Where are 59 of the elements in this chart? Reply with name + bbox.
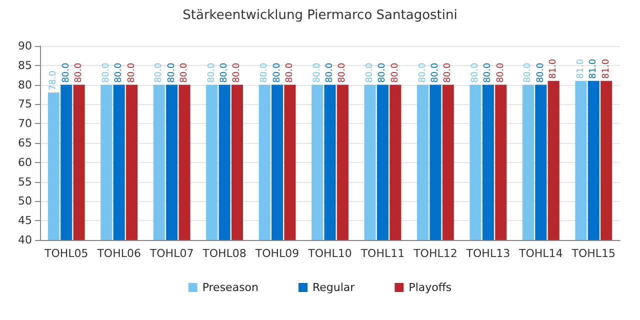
x-tick-label: TOHL13 [465,247,510,260]
data-label: 81.0 [601,58,612,79]
x-tick-label: TOHL14 [518,247,563,260]
data-label: 80.0 [126,62,137,83]
data-label: 81.0 [548,58,559,79]
data-label: 80.0 [61,62,72,83]
y-tick-label: 40 [18,234,32,246]
x-tick-label: TOHL11 [360,247,405,260]
data-label: 80.0 [232,62,242,83]
data-label: 80.0 [483,62,494,83]
data-label: 80.0 [284,62,295,83]
y-tick-label: 85 [18,58,32,72]
x-tick-label: TOHL10 [307,247,352,260]
data-label: 80.0 [338,62,348,83]
y-tick-label: 90 [18,40,32,52]
data-label: 80.0 [154,62,164,83]
y-tick-label: 80 [18,78,32,92]
data-label: 80.0 [390,62,400,83]
data-label: 81.0 [588,58,599,79]
data-label: 80.0 [166,62,177,83]
data-label: 80.0 [220,62,230,83]
data-label: 80.0 [430,62,440,83]
x-tick-label: TOHL12 [412,247,458,260]
x-tick-label: TOHL15 [570,247,616,260]
y-tick-label: 65 [18,136,32,150]
data-label: 80.0 [418,62,428,83]
data-label: 80.0 [443,62,454,83]
y-tick-label: 75 [18,98,32,111]
y-tick-label: 55 [18,175,32,188]
data-label: 80.0 [101,62,112,83]
legend-label: Playoffs [408,281,452,294]
x-tick-label: TOHL05 [43,247,88,260]
data-label: 78.0 [48,70,59,91]
data-label: 80.0 [523,62,534,83]
chart-title: Stärkeentwicklung Piermarco Santagostini [182,8,458,23]
data-label: 80.0 [312,62,322,83]
data-label: 81.0 [576,58,586,79]
data-label: 80.0 [74,62,84,83]
x-tick-label: TOHL06 [96,247,141,260]
data-label: 80.0 [325,62,335,83]
data-label: 80.0 [114,62,124,83]
legend-label: Regular [312,281,356,294]
x-tick-label: TOHL08 [202,247,246,260]
data-label: 80.0 [272,62,282,83]
y-tick-label: 60 [18,156,32,169]
data-label: 80.0 [260,62,270,83]
data-label: 80.0 [378,62,388,83]
y-tick-label: 50 [18,194,32,208]
data-label: 80.0 [536,62,546,83]
x-tick-label: TOHL09 [254,247,300,260]
data-label: 80.0 [180,62,190,83]
data-label: 80.0 [365,62,376,83]
x-tick-label: TOHL07 [148,247,194,260]
y-tick-label: 45 [18,214,32,228]
data-label: 80.0 [470,62,480,83]
legend-label: Preseason [202,281,259,294]
data-label: 80.0 [496,62,506,83]
y-tick-label: 70 [18,117,32,130]
data-label: 80.0 [206,62,217,83]
